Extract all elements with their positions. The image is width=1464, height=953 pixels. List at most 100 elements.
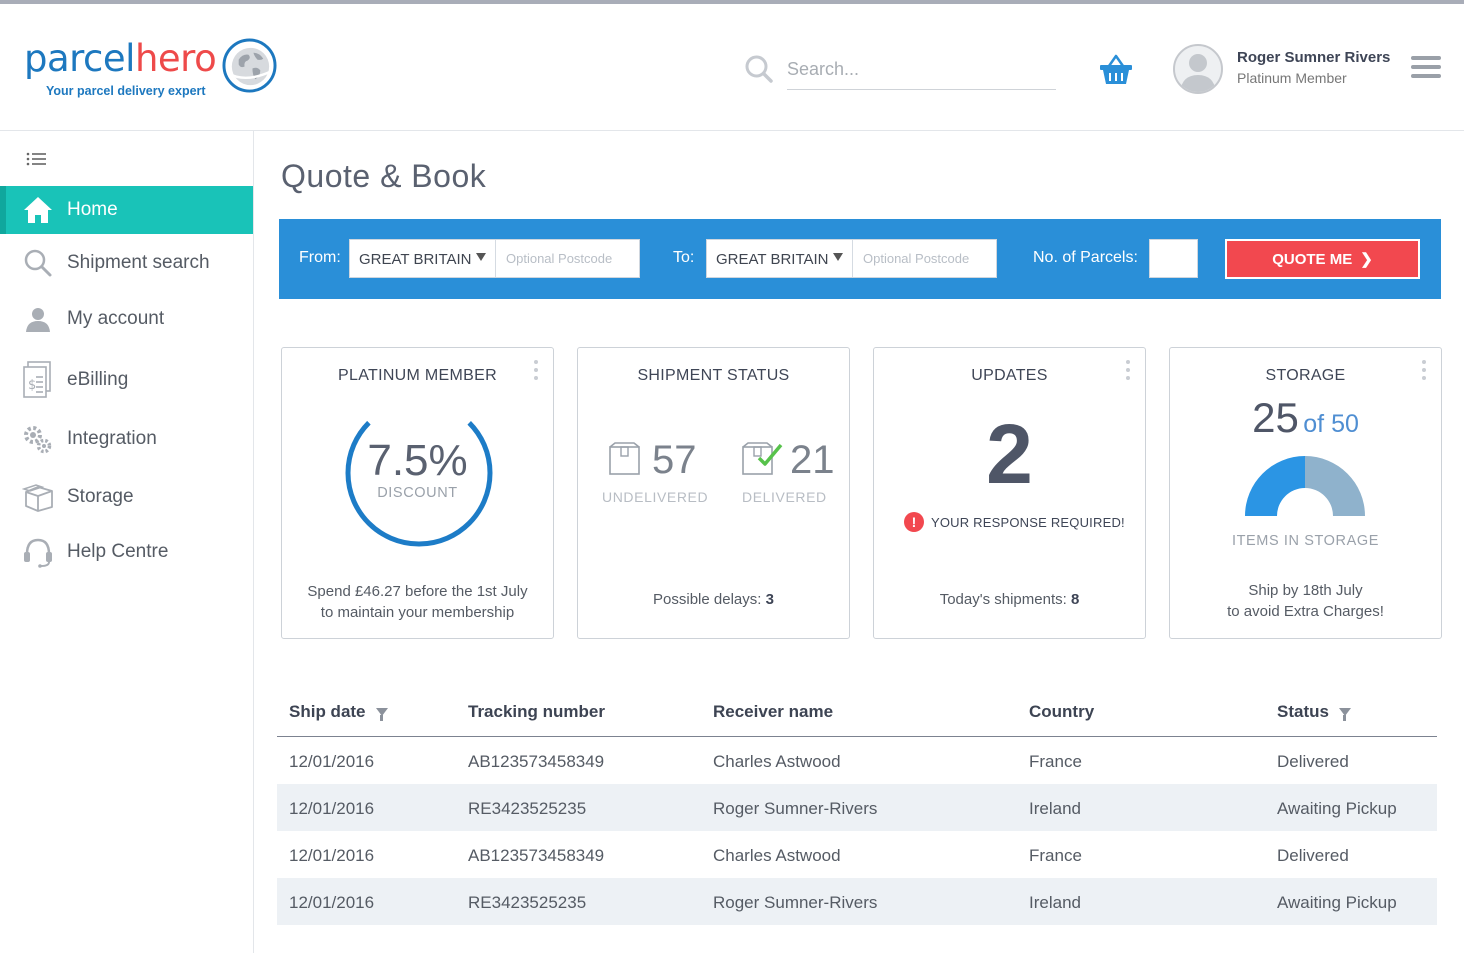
card-title: PLATINUM MEMBER — [338, 367, 497, 384]
todays-shipments-value: 8 — [1070, 591, 1080, 608]
receiver-name-cell: Charles Astwood — [713, 752, 841, 771]
table-header: Ship date Tracking number Receiver name … — [277, 688, 1437, 737]
possible-delays-label: Possible delays: — [653, 591, 762, 608]
column-header-country[interactable]: Country — [1029, 702, 1094, 722]
membership-footer-line2: to maintain your membership — [320, 604, 515, 621]
package-delivered-icon — [742, 442, 783, 475]
table-row[interactable]: 12/01/2016 AB123573458349 Charles Astwood F… — [277, 831, 1437, 878]
sidebar-item-shipment-search[interactable]: Shipment search — [0, 239, 253, 287]
column-header-ship-date[interactable]: Ship date — [289, 702, 388, 722]
basket-icon[interactable] — [1098, 52, 1134, 88]
sidebar-item-home[interactable]: Home — [0, 186, 253, 234]
sidebar-item-label: Shipment search — [67, 252, 210, 273]
discount-ring — [345, 399, 493, 547]
to-label: To: — [673, 249, 695, 266]
search-icon[interactable] — [744, 54, 774, 84]
to-postcode-input[interactable] — [853, 240, 996, 277]
receiver-name-cell: Roger Sumner-Rivers — [713, 799, 878, 818]
logo-wordmark: parcelhero — [24, 38, 217, 80]
filter-icon[interactable] — [1338, 708, 1351, 721]
package-icon — [609, 442, 640, 475]
table-row[interactable]: 12/01/2016 RE3423525235 Roger Sumner-River… — [277, 784, 1437, 831]
svg-text:$: $ — [28, 378, 36, 393]
brand-logo[interactable]: parcelhero Your parcel delivery expert — [24, 38, 217, 99]
card-title: SHIPMENT STATUS — [637, 367, 790, 384]
status-cell: Delivered — [1277, 846, 1349, 865]
membership-footer: Spend £46.27 before the 1st July to main… — [282, 581, 553, 623]
sidebar-item-label: Storage — [67, 486, 134, 507]
status-cell: Awaiting Pickup — [1277, 799, 1397, 818]
column-header-label: Tracking number — [468, 702, 605, 721]
discount-value: 7.5% — [367, 436, 468, 485]
more-options-icon[interactable] — [532, 360, 540, 386]
country-cell: Ireland — [1029, 893, 1081, 912]
column-header-label: Receiver name — [713, 702, 834, 721]
tracking-number-cell: AB123573458349 — [468, 752, 605, 771]
invoice-icon: $ — [22, 361, 54, 398]
delivered-count: 21 — [790, 438, 835, 482]
storage-footer-line2: to avoid Extra Charges! — [1227, 603, 1384, 620]
from-postcode-input[interactable] — [496, 240, 639, 277]
platinum-member-card: PLATINUM MEMBER 7.5% DISCOUNT Spend £46.… — [281, 347, 554, 639]
more-options-icon[interactable] — [1420, 360, 1428, 386]
column-header-tracking-number[interactable]: Tracking number — [468, 702, 605, 722]
user-tier: Platinum Member — [1237, 70, 1347, 86]
quote-bar: From: GREAT BRITAIN To: GREAT BRITAIN No… — [279, 219, 1441, 299]
user-icon — [22, 303, 54, 335]
search-input[interactable] — [787, 50, 1056, 90]
to-country-value: GREAT BRITAIN — [716, 251, 829, 268]
from-country-value: GREAT BRITAIN — [359, 251, 472, 268]
sidebar-item-label: Home — [67, 199, 118, 220]
tracking-number-cell: AB123573458349 — [468, 846, 605, 865]
possible-delays: Possible delays: 3 — [578, 589, 849, 610]
country-cell: France — [1029, 752, 1082, 771]
hamburger-menu-icon[interactable] — [1411, 56, 1441, 82]
search-icon — [22, 247, 54, 279]
dropdown-arrow-icon — [833, 253, 843, 261]
collapse-menu-icon[interactable] — [26, 151, 46, 167]
sidebar-item-help-centre[interactable]: Help Centre — [0, 528, 253, 576]
sidebar: Home Shipment search My account $ eBilli… — [0, 131, 254, 953]
storage-total: of 50 — [1303, 410, 1359, 438]
table-row[interactable]: 12/01/2016 AB123573458349 Charles Astwood F… — [277, 737, 1437, 784]
sidebar-item-ebilling[interactable]: $ eBilling — [0, 356, 253, 404]
sidebar-item-label: Integration — [67, 428, 157, 449]
storage-footer-line1: Ship by 18th July — [1248, 582, 1363, 599]
response-required-alert[interactable]: ! YOUR RESPONSE REQUIRED! — [904, 512, 1125, 532]
ship-date-cell: 12/01/2016 — [289, 752, 375, 771]
sidebar-item-my-account[interactable]: My account — [0, 295, 253, 343]
todays-shipments: Today's shipments: 8 — [874, 589, 1145, 610]
column-header-label: Ship date — [289, 702, 366, 721]
avatar[interactable] — [1173, 44, 1223, 94]
table-row[interactable]: 12/01/2016 RE3423525235 Roger Sumner-River… — [277, 878, 1437, 925]
undelivered-count: 57 — [652, 438, 697, 482]
quote-me-button[interactable]: QUOTE ME ❯ — [1225, 239, 1420, 279]
possible-delays-value: 3 — [765, 591, 774, 608]
more-options-icon[interactable] — [1124, 360, 1132, 386]
response-required-text: YOUR RESPONSE REQUIRED! — [931, 514, 1125, 530]
to-country-select[interactable]: GREAT BRITAIN — [707, 240, 853, 277]
alert-icon: ! — [904, 512, 924, 532]
to-field: GREAT BRITAIN — [706, 239, 997, 278]
storage-count: 25 of 50 — [1170, 394, 1441, 442]
parcels-input[interactable] — [1149, 239, 1198, 278]
column-header-status[interactable]: Status — [1277, 702, 1351, 722]
storage-gauge — [1245, 456, 1365, 516]
shipment-status-card: SHIPMENT STATUS 57 UNDELIVERED 21 DELIVE… — [577, 347, 850, 639]
receiver-name-cell: Charles Astwood — [713, 846, 841, 865]
column-header-receiver-name[interactable]: Receiver name — [713, 702, 833, 722]
storage-used: 25 — [1252, 394, 1299, 441]
filter-icon[interactable] — [375, 708, 388, 721]
from-label: From: — [299, 249, 341, 266]
page-title: Quote & Book — [281, 158, 487, 194]
sidebar-item-storage[interactable]: Storage — [0, 473, 253, 521]
user-name[interactable]: Roger Sumner Rivers — [1237, 49, 1391, 66]
table-body: 12/01/2016 AB123573458349 Charles Astwood F… — [277, 737, 1437, 925]
card-title: UPDATES — [971, 367, 1048, 384]
sidebar-item-integration[interactable]: Integration — [0, 415, 253, 463]
ship-date-cell: 12/01/2016 — [289, 846, 375, 865]
storage-gauge-remaining — [1305, 456, 1365, 516]
from-country-select[interactable]: GREAT BRITAIN — [350, 240, 496, 277]
home-icon — [22, 194, 54, 226]
updates-card: UPDATES 2 ! YOUR RESPONSE REQUIRED! Toda… — [873, 347, 1146, 639]
